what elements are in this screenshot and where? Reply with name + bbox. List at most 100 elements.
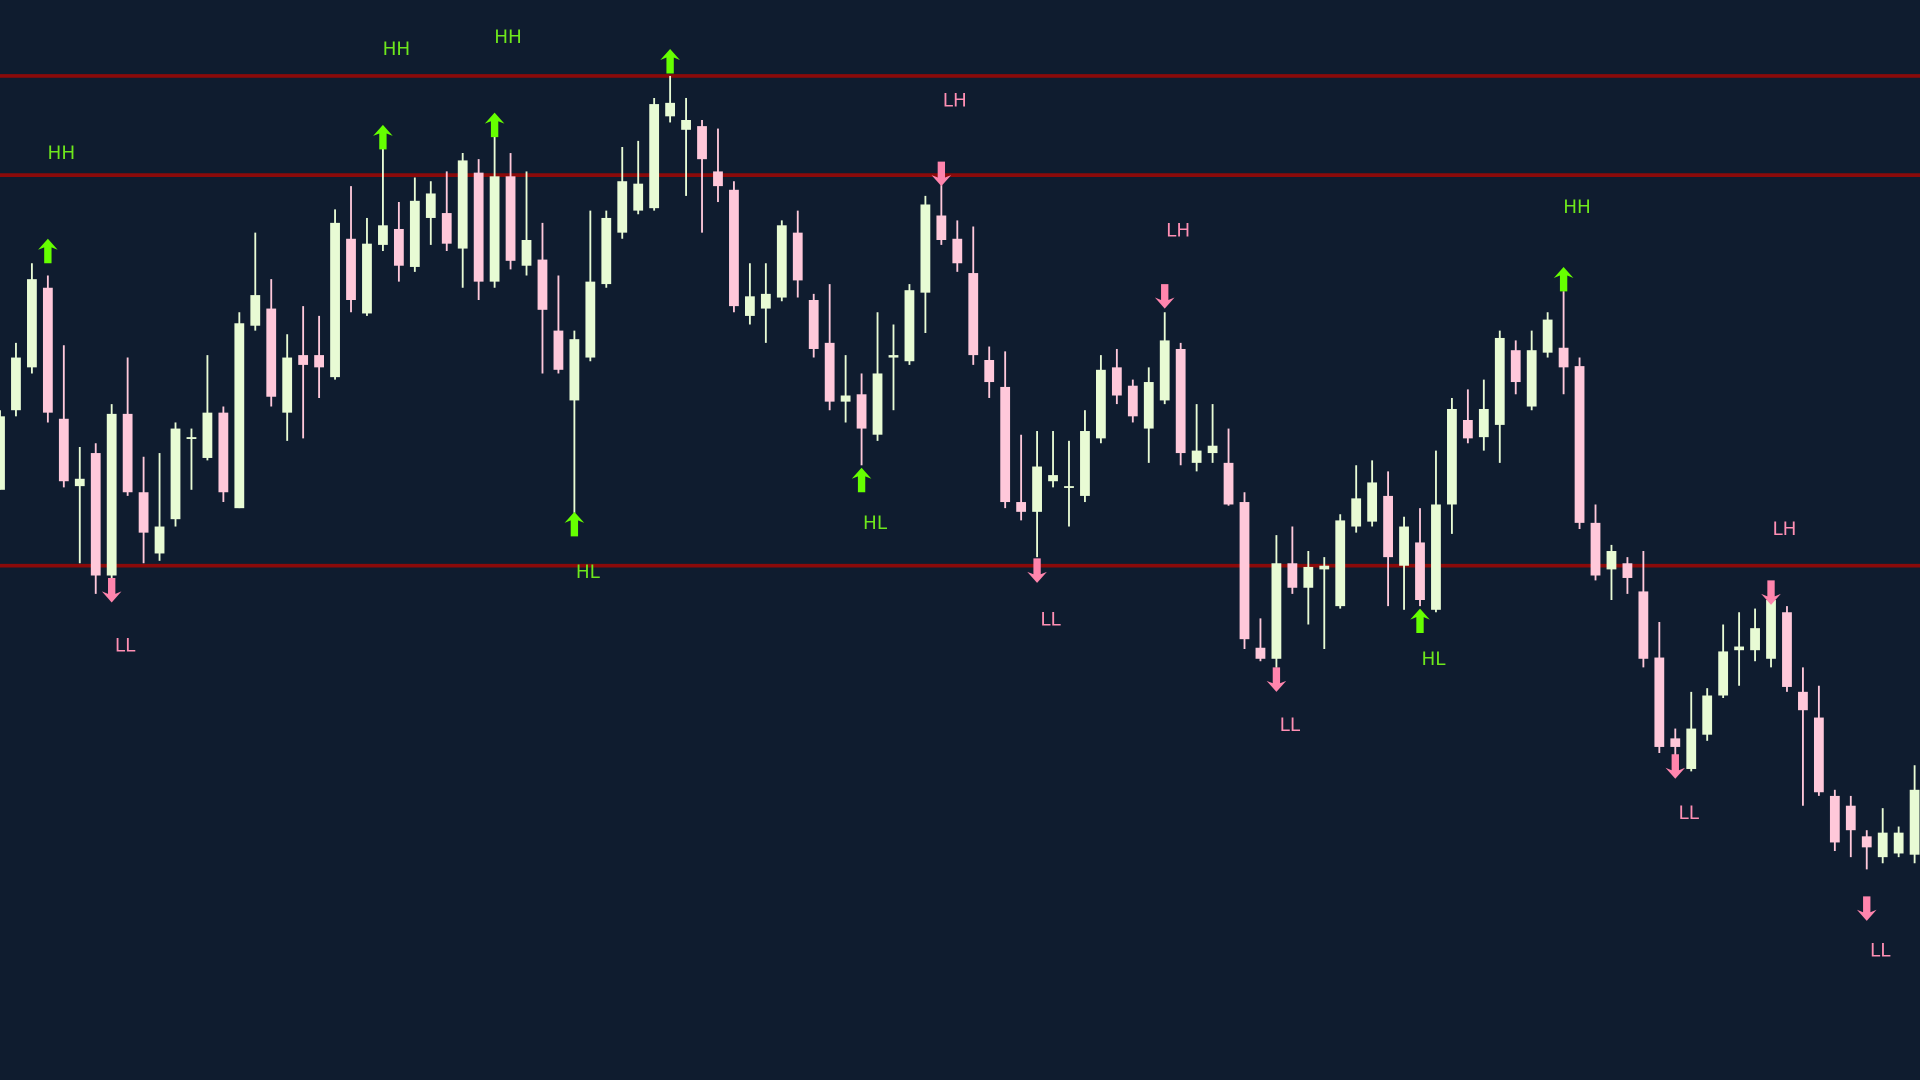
bearish-candle bbox=[90, 443, 101, 594]
bullish-candle bbox=[457, 153, 468, 288]
candle-body bbox=[1845, 805, 1856, 831]
arrow-up-icon bbox=[484, 112, 505, 138]
candle-body bbox=[362, 243, 372, 314]
bearish-candle bbox=[138, 456, 149, 564]
candle-body bbox=[537, 259, 548, 310]
arrow-down-icon bbox=[1266, 667, 1287, 692]
bearish-candle bbox=[505, 153, 516, 270]
bullish-candle bbox=[760, 263, 771, 343]
candle-body bbox=[27, 279, 37, 368]
bullish-candle bbox=[425, 181, 436, 245]
bearish-candle bbox=[1462, 389, 1473, 444]
bullish-candle bbox=[378, 134, 388, 252]
bearish-candle bbox=[1654, 622, 1665, 754]
arrow-down-icon bbox=[1761, 580, 1781, 605]
bullish-candle bbox=[1526, 330, 1537, 411]
bullish-candle bbox=[154, 453, 165, 561]
arrow-down-icon bbox=[1154, 284, 1175, 309]
candle-body bbox=[553, 330, 564, 370]
bearish-candle bbox=[824, 284, 835, 411]
arrow-down-icon bbox=[931, 161, 952, 187]
candle-body bbox=[984, 360, 995, 383]
bullish-candle bbox=[1032, 431, 1042, 558]
candle-body bbox=[138, 492, 149, 533]
candle-body bbox=[744, 296, 755, 316]
bullish-candle bbox=[1494, 330, 1505, 463]
bullish-candle bbox=[1335, 514, 1346, 609]
bullish-candle bbox=[330, 209, 340, 380]
candle-body bbox=[665, 102, 676, 117]
bullish-candle bbox=[617, 146, 628, 239]
bearish-candle bbox=[58, 345, 69, 488]
candle-body bbox=[808, 300, 819, 349]
swing-marker: HH bbox=[38, 143, 76, 264]
candle-body bbox=[1399, 526, 1409, 566]
candle-body bbox=[266, 308, 277, 397]
candle-body bbox=[202, 412, 213, 458]
bullish-candle bbox=[665, 75, 676, 123]
candle-body bbox=[1048, 475, 1058, 482]
candle-body bbox=[1558, 347, 1569, 368]
bearish-candle bbox=[553, 275, 564, 374]
arrow-up-icon bbox=[851, 467, 872, 493]
bearish-candle bbox=[1590, 504, 1601, 581]
candle-body bbox=[473, 172, 484, 282]
candle-body bbox=[1271, 563, 1282, 659]
swing-marker: LL bbox=[1665, 754, 1700, 824]
candle-body bbox=[1590, 522, 1601, 576]
candle-body bbox=[1574, 366, 1585, 523]
bullish-candle bbox=[1159, 312, 1170, 405]
candle-body bbox=[489, 176, 500, 282]
candle-body bbox=[1431, 504, 1441, 610]
bullish-candle bbox=[1478, 379, 1489, 451]
swing-label: HH bbox=[48, 143, 76, 164]
candle-body bbox=[1159, 340, 1170, 401]
candle-body bbox=[378, 225, 388, 245]
bullish-candle bbox=[1606, 544, 1617, 600]
bullish-candle bbox=[282, 334, 293, 441]
candle-body bbox=[1064, 486, 1074, 488]
candle-body bbox=[1734, 646, 1745, 651]
swing-marker: HL bbox=[1410, 608, 1446, 670]
bearish-candle bbox=[856, 373, 867, 466]
candle-body bbox=[968, 273, 979, 356]
bearish-candle bbox=[1638, 551, 1649, 668]
candle-body bbox=[1893, 832, 1904, 854]
candle-body bbox=[58, 418, 69, 482]
bearish-candle bbox=[1813, 685, 1824, 796]
bearish-candle bbox=[952, 220, 963, 272]
swing-label: HL bbox=[1421, 649, 1446, 670]
bullish-candle bbox=[186, 428, 197, 490]
candle-body bbox=[1032, 466, 1042, 512]
swing-marker bbox=[660, 48, 680, 74]
candle-body bbox=[1782, 612, 1792, 687]
bearish-candle bbox=[266, 279, 277, 407]
bullish-candle bbox=[840, 355, 851, 423]
bearish-candle bbox=[1845, 795, 1856, 858]
bullish-candle bbox=[569, 330, 580, 515]
bearish-candle bbox=[697, 120, 707, 233]
candle-body bbox=[1718, 651, 1729, 696]
bullish-candle bbox=[601, 210, 612, 288]
arrow-down-icon bbox=[1027, 558, 1047, 583]
candle-body bbox=[1510, 350, 1521, 383]
arrow-up-icon bbox=[564, 511, 585, 537]
bullish-candle bbox=[776, 220, 787, 302]
bearish-candle bbox=[1558, 291, 1569, 395]
bearish-candle bbox=[346, 186, 356, 313]
arrow-up-icon bbox=[1553, 266, 1574, 292]
arrow-down-icon bbox=[101, 577, 122, 603]
candle-body bbox=[1111, 367, 1122, 396]
candle-body bbox=[1622, 563, 1633, 578]
swing-marker: LL bbox=[1027, 558, 1062, 631]
candle-body bbox=[1016, 502, 1027, 512]
bullish-candle bbox=[1048, 431, 1058, 488]
candle-body bbox=[457, 160, 468, 249]
bullish-candle bbox=[1877, 808, 1888, 864]
candle-body bbox=[760, 293, 771, 309]
swing-marker: HL bbox=[851, 467, 888, 534]
arrow-up-icon bbox=[1410, 608, 1430, 634]
candle-body bbox=[1542, 319, 1553, 353]
bullish-candle bbox=[649, 97, 660, 211]
